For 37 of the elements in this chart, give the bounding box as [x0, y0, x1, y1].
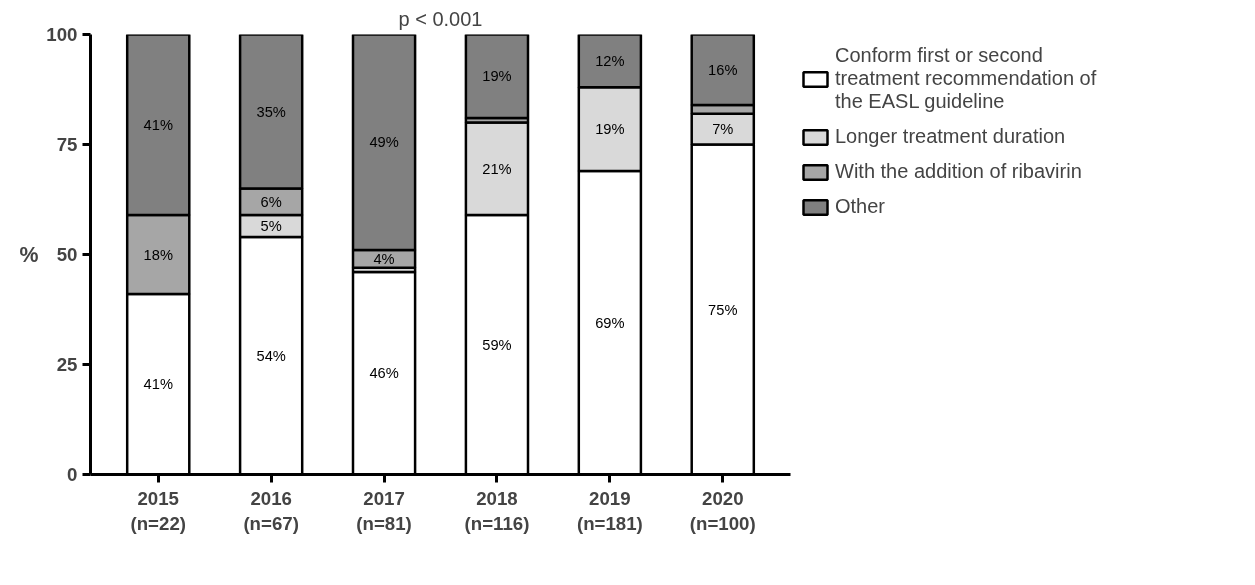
x-tick-label: 2019 (n=181) — [576, 487, 643, 534]
bar — [464, 34, 530, 120]
y-tick-label: 50 — [56, 244, 78, 265]
x-tick-label: 2015 (n=22) — [130, 487, 186, 534]
data-label: 19% — [595, 121, 625, 138]
data-label: 69% — [595, 314, 625, 331]
data-label: 59% — [482, 336, 512, 353]
data-label: 54% — [256, 347, 286, 364]
data-label: 35% — [256, 103, 286, 120]
x-tick-label: 2018 (n=116) — [464, 487, 530, 534]
data-label: 12% — [595, 52, 625, 69]
data-label: 4% — [373, 250, 395, 267]
data-label: 21% — [482, 160, 512, 177]
data-label: 16% — [708, 61, 738, 78]
data-label: 7% — [712, 121, 734, 138]
y-tick-label: 100 — [46, 24, 78, 45]
data-label: 49% — [369, 134, 399, 151]
y-tick-label: 0 — [67, 464, 78, 485]
chart-title: p < 0.001 — [398, 7, 483, 30]
data-label: 46% — [369, 365, 399, 382]
data-label: 19% — [482, 68, 512, 85]
y-tick-label: 25 — [56, 354, 78, 375]
legend-label: With the addition of ribavirin — [835, 160, 1082, 183]
data-label: 41% — [143, 376, 173, 393]
x-tick-label: 2017 (n=81) — [356, 487, 412, 534]
data-label: 41% — [143, 116, 173, 133]
data-label: 5% — [260, 217, 282, 234]
data-label: 18% — [143, 246, 173, 263]
x-tick-label: 2016 (n=67) — [243, 487, 299, 534]
y-axis-title: % — [19, 242, 39, 267]
legend-label: Longer treatment duration — [835, 125, 1066, 148]
data-label: 6% — [260, 193, 282, 210]
legend-label: Conform first or second treatment recommendation of the EASL guideline — [835, 44, 1097, 113]
y-tick-label: 75 — [56, 134, 78, 155]
legend-label: Other — [835, 195, 886, 218]
data-label: 75% — [708, 301, 738, 318]
x-tick-label: 2020 (n=100) — [689, 487, 756, 534]
